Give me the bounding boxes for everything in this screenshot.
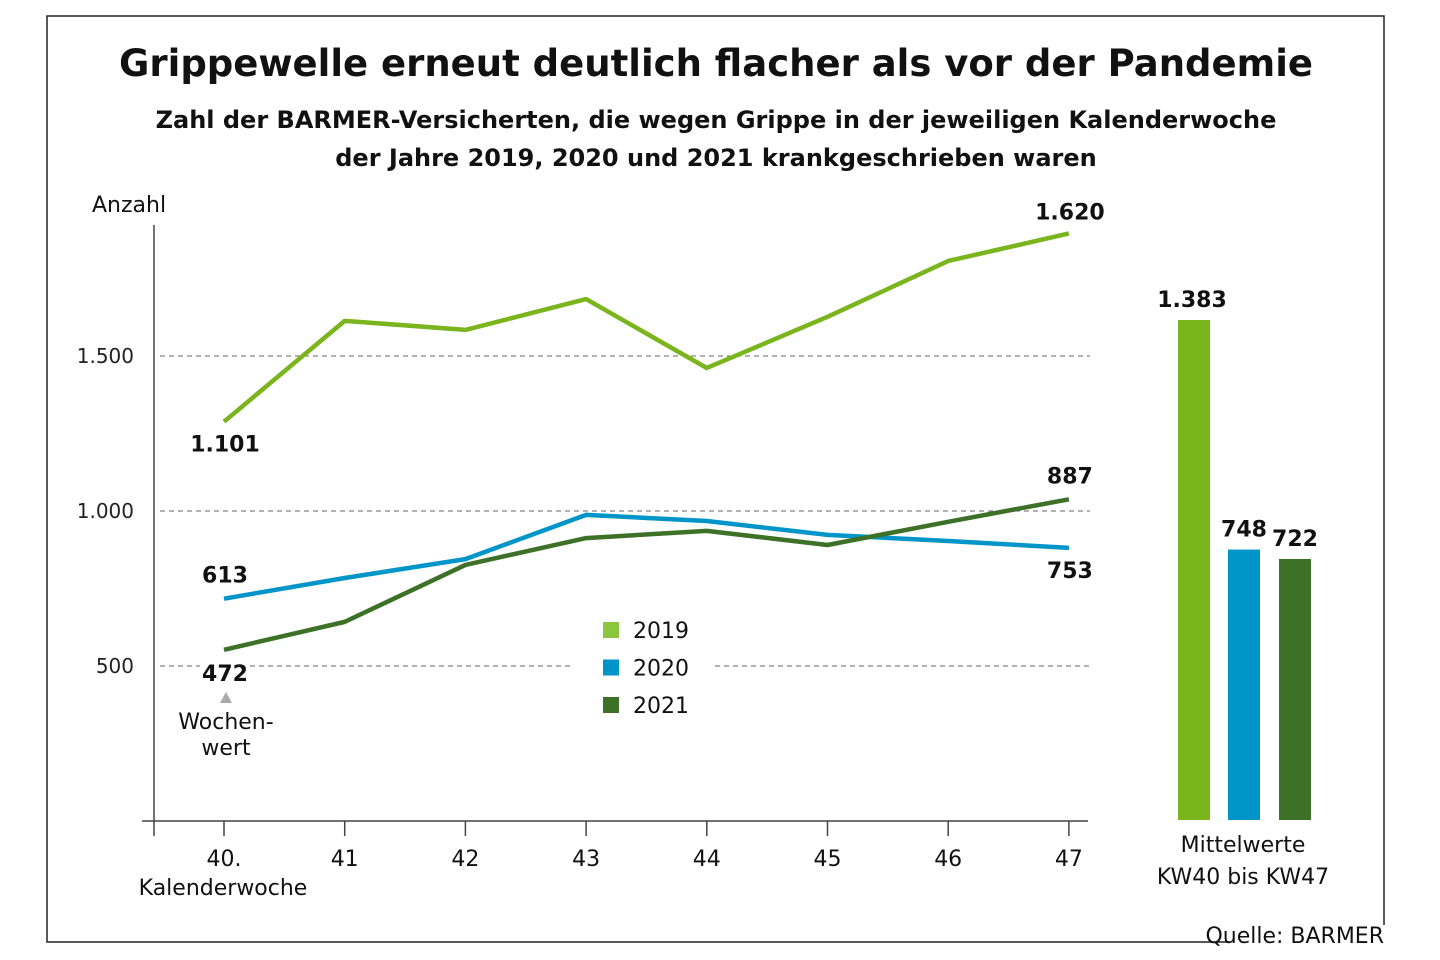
bar-value-label-2021: 722 (1272, 527, 1318, 552)
x-tick-label: 41 (331, 847, 359, 872)
bar-xlabel-line1: Mittelwerte (1181, 833, 1306, 858)
legend-swatch-2020 (603, 659, 619, 676)
x-tick-label: 40. (207, 847, 242, 872)
legend-label-2020: 2020 (633, 657, 689, 682)
data-label-2021-first: 472 (202, 662, 248, 687)
data-label-2019-first: 1.101 (190, 433, 260, 458)
x-tick-label: 44 (693, 847, 721, 872)
x-tick-label: 43 (572, 847, 600, 872)
triangle-up-icon (220, 692, 232, 703)
chart-title: Grippewelle erneut deutlich flacher als … (119, 42, 1313, 85)
data-label-2019-last: 1.620 (1035, 200, 1105, 225)
annotation-line1: Wochen- (178, 710, 273, 735)
legend-label-2021: 2021 (633, 694, 689, 719)
x-tick-label: 45 (814, 847, 842, 872)
legend-label-2019: 2019 (633, 619, 689, 644)
bar-2019 (1178, 320, 1210, 820)
legend-swatch-2019 (603, 622, 619, 638)
bar-value-label-2019: 1.383 (1157, 288, 1227, 313)
y-axis-label: Anzahl (92, 193, 166, 218)
data-label-2020-first: 613 (202, 564, 248, 589)
frame (46, 15, 1385, 943)
chart-subtitle-line1: Zahl der BARMER-Versicherten, die wegen … (156, 106, 1277, 134)
series-line-2021 (223, 497, 1070, 652)
bar-2021 (1279, 558, 1311, 820)
x-tick-label: 42 (451, 847, 479, 872)
x-tick-label: 47 (1055, 847, 1083, 872)
y-tick-label: 1.000 (77, 499, 134, 523)
bar-xlabel-line2: KW40 bis KW47 (1157, 865, 1329, 890)
legend-swatch-2021 (603, 697, 619, 713)
y-tick-label: 500 (96, 654, 134, 678)
bar-value-label-2020: 748 (1221, 518, 1267, 543)
annotation-line2: wert (201, 736, 251, 761)
series-line-2020 (223, 512, 1070, 601)
bar-2020 (1228, 549, 1260, 820)
source-note: Quelle: BARMER (1205, 924, 1384, 949)
data-label-2021-last: 887 (1047, 464, 1093, 489)
x-axis-label: Kalenderwoche (139, 876, 308, 901)
data-label-2020-last: 753 (1047, 559, 1093, 584)
chart-subtitle-line2: der Jahre 2019, 2020 und 2021 krankgesch… (335, 144, 1097, 172)
series-line-2019 (222, 231, 1070, 424)
x-tick-label: 46 (934, 847, 962, 872)
y-tick-label: 1.500 (77, 344, 134, 368)
